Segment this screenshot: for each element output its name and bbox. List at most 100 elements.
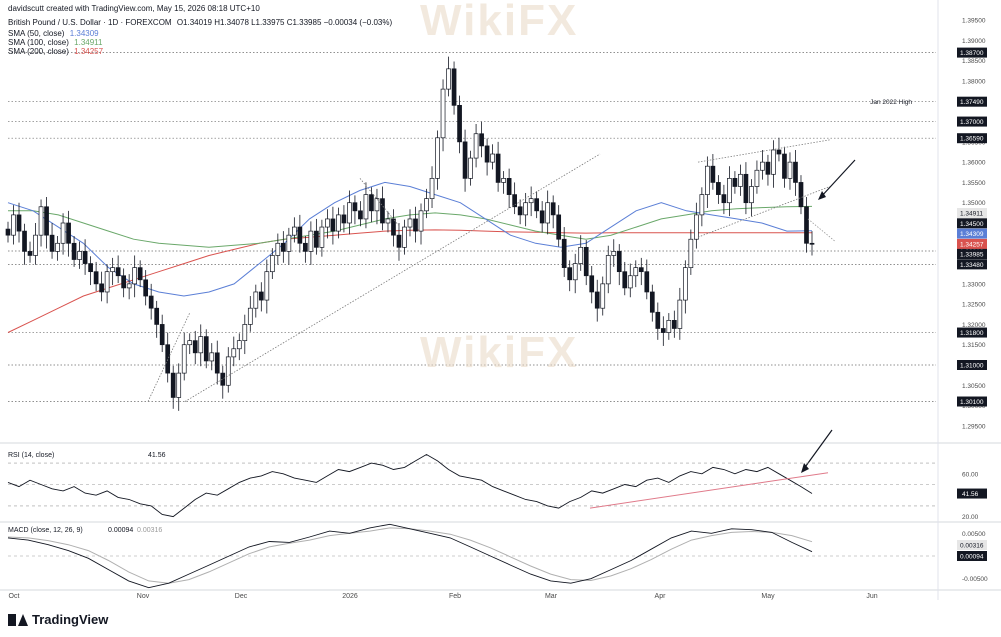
candle-down xyxy=(550,202,556,216)
candle-up xyxy=(242,324,248,342)
candle-up xyxy=(110,267,115,273)
candle-down xyxy=(732,178,738,187)
candle-up xyxy=(402,226,407,248)
candle-down xyxy=(159,324,165,346)
candle-up xyxy=(347,202,352,224)
symbol-line[interactable]: British Pound / U.S. Dollar · 1D · FOREX… xyxy=(8,18,392,27)
time-axis-label: 2026 xyxy=(342,593,358,600)
candle-down xyxy=(622,271,628,289)
price-tick-label: 1.30500 xyxy=(962,383,986,390)
macd-value-tag xyxy=(957,551,987,561)
price-tag-label: 1.34911 xyxy=(960,211,983,218)
trendline-wedge-lower xyxy=(697,186,831,238)
candle-down xyxy=(655,311,661,329)
candle-up xyxy=(319,226,325,248)
candle-up xyxy=(181,344,187,374)
price-tick-label: 1.35000 xyxy=(962,200,986,207)
time-axis-label: Apr xyxy=(655,593,667,600)
candle-down xyxy=(358,210,363,220)
candle-up xyxy=(264,271,270,301)
candle-up xyxy=(627,275,633,289)
candle-down xyxy=(809,242,815,245)
price-tag xyxy=(957,208,987,218)
rsi-tick-label: 60.00 xyxy=(962,471,979,478)
sma100-legend[interactable]: SMA (100, close) 1.34911 xyxy=(8,38,102,47)
candle-down xyxy=(804,206,809,244)
price-tag-label: 1.34257 xyxy=(960,241,984,248)
candle-up xyxy=(600,283,606,309)
price-tag xyxy=(957,249,987,260)
candle-down xyxy=(782,153,787,179)
price-tick-label: 1.32000 xyxy=(962,322,986,329)
candle-down xyxy=(716,182,721,195)
credit-line: davidscutt created with TradingView.com,… xyxy=(8,4,260,13)
candle-down xyxy=(121,275,126,289)
candle-down xyxy=(743,173,749,204)
sma50-legend[interactable]: SMA (50, close) 1.34309 xyxy=(8,29,99,38)
candle-down xyxy=(534,198,540,212)
candle-down xyxy=(297,226,303,244)
rsi-tick-label: 20.00 xyxy=(962,514,979,521)
price-tag xyxy=(957,228,987,239)
level-price-tag xyxy=(957,133,987,144)
rsi-title-value: 41.56 xyxy=(148,452,166,459)
candle-up xyxy=(429,178,435,200)
candle-down xyxy=(27,251,33,256)
time-axis-label: Oct xyxy=(9,593,20,600)
candle-up xyxy=(446,68,451,90)
annotation-arrow-rsi xyxy=(802,429,833,471)
candle-up xyxy=(572,263,578,281)
price-tick-label: 1.36000 xyxy=(962,160,986,167)
candle-down xyxy=(517,206,523,216)
price-tag xyxy=(957,218,987,229)
candle-down xyxy=(303,242,308,252)
candle-down xyxy=(5,228,11,236)
candle-up xyxy=(325,218,330,228)
candle-up xyxy=(694,214,699,240)
candle-up xyxy=(55,242,60,252)
candle-up xyxy=(578,246,584,264)
candle-down xyxy=(203,336,209,362)
ohlc-readout: O1.34019 H1.34078 L1.33975 C1.33985 −0.0… xyxy=(176,18,393,27)
candle-down xyxy=(776,149,782,155)
sma200-label: SMA (200, close) xyxy=(8,47,69,56)
rsi-trendline xyxy=(589,472,829,509)
candle-up xyxy=(611,251,617,256)
candle-down xyxy=(539,210,545,224)
candle-up xyxy=(633,267,639,277)
candle-up xyxy=(336,214,341,232)
candle-up xyxy=(545,202,551,224)
macd-title-signal: 0.00316 xyxy=(137,527,162,534)
level-price-label: 1.37000 xyxy=(960,119,984,126)
price-tag-label: 1.34500 xyxy=(960,221,984,228)
price-tick-label: 1.38000 xyxy=(962,79,986,86)
time-axis-label: Mar xyxy=(545,593,558,600)
candle-down xyxy=(170,372,176,398)
candle-up xyxy=(473,133,479,159)
candle-down xyxy=(93,271,99,285)
sma200-legend[interactable]: SMA (200, close) 1.34257 xyxy=(8,47,103,56)
candle-down xyxy=(44,206,49,236)
candle-down xyxy=(556,214,562,240)
tradingview-logo[interactable]: TradingView xyxy=(8,612,108,627)
annotation-arrowhead-main xyxy=(818,191,826,200)
candle-down xyxy=(594,291,600,309)
candle-up xyxy=(198,336,204,354)
candle-down xyxy=(660,328,666,333)
price-tick-label: 1.31500 xyxy=(962,342,986,349)
sma100-value: 1.34911 xyxy=(74,38,103,47)
level-price-tag xyxy=(957,327,987,338)
candle-up xyxy=(490,153,495,163)
time-axis-label: Nov xyxy=(137,593,150,600)
candle-up xyxy=(38,206,44,236)
candle-down xyxy=(567,267,573,281)
time-axis-label: Feb xyxy=(449,593,461,600)
candle-up xyxy=(209,352,215,362)
candle-down xyxy=(671,320,677,329)
candle-down xyxy=(369,194,374,212)
level-price-tag xyxy=(957,47,987,58)
candle-down xyxy=(721,194,727,204)
level-price-label: 1.37490 xyxy=(960,99,984,106)
annotation-arrowhead-rsi xyxy=(801,463,809,473)
